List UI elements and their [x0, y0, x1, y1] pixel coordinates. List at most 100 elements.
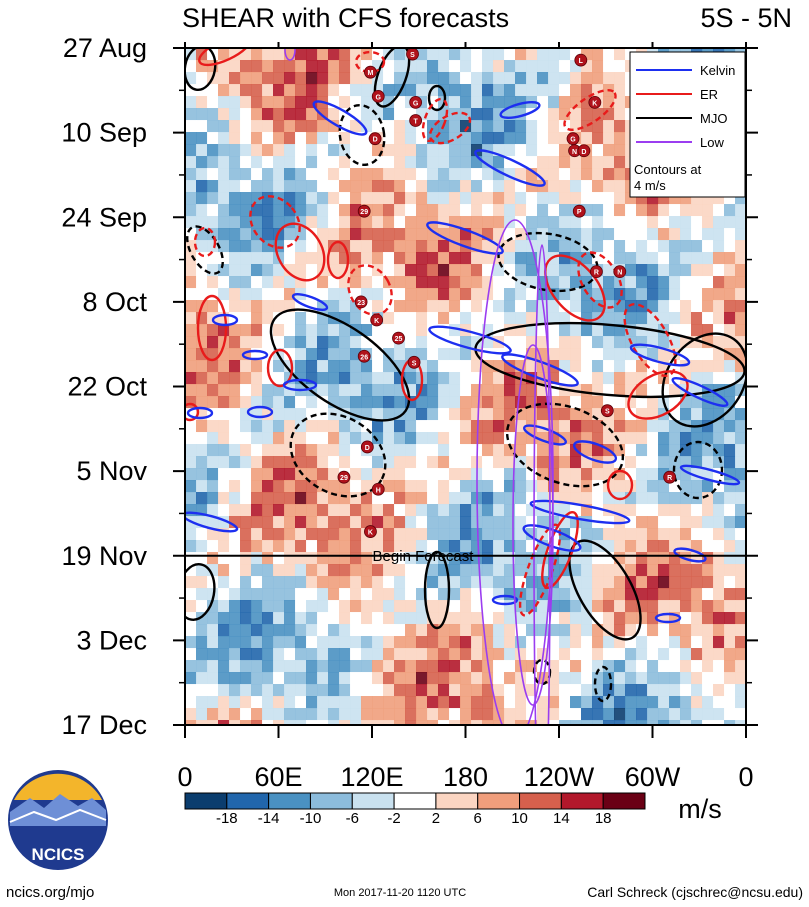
shear-cell — [295, 528, 307, 541]
shear-cell — [207, 552, 219, 565]
shear-cell — [394, 228, 406, 241]
x-tick-label: 60E — [254, 762, 302, 792]
shear-cell — [196, 384, 208, 397]
shear-cell — [559, 324, 571, 337]
shear-cell — [581, 120, 593, 133]
shear-cell — [713, 696, 725, 709]
shear-cell — [295, 420, 307, 433]
shear-cell — [691, 540, 703, 553]
shear-cell — [691, 252, 703, 265]
shear-cell — [372, 192, 384, 205]
shear-cell — [284, 288, 296, 301]
shear-cell — [460, 336, 472, 349]
shear-cell — [416, 300, 428, 313]
shear-cell — [592, 648, 604, 661]
contour-kelvin — [312, 100, 368, 136]
shear-cell — [416, 180, 428, 193]
shear-cell — [438, 432, 450, 445]
shear-cell — [306, 564, 318, 577]
shear-cell — [647, 252, 659, 265]
shear-cell — [713, 192, 725, 205]
shear-cell — [691, 588, 703, 601]
shear-cell — [460, 180, 472, 193]
shear-cell — [614, 624, 626, 637]
shear-cell — [702, 312, 714, 325]
shear-cell — [614, 168, 626, 181]
shear-cell — [262, 480, 274, 493]
shear-cell — [350, 612, 362, 625]
shear-cell — [339, 156, 351, 169]
shear-cell — [647, 636, 659, 649]
shear-cell — [449, 708, 461, 721]
storm-marker-label: M — [368, 70, 374, 77]
shear-cell — [482, 396, 494, 409]
shear-cell — [218, 324, 230, 337]
shear-cell — [262, 516, 274, 529]
shear-cell — [207, 612, 219, 625]
shear-cell — [735, 444, 746, 457]
shear-cell — [339, 72, 351, 85]
shear-cell — [548, 552, 560, 565]
shear-cell — [339, 336, 351, 349]
shear-cell — [636, 324, 648, 337]
shear-cell — [394, 204, 406, 217]
shear-cell — [361, 84, 373, 97]
shear-cell — [218, 432, 230, 445]
shear-cell — [460, 708, 472, 721]
shear-cell — [251, 648, 263, 661]
shear-cell — [614, 252, 626, 265]
shear-cell — [471, 180, 483, 193]
shear-cell — [218, 600, 230, 613]
shear-cell — [603, 288, 615, 301]
shear-cell — [295, 576, 307, 589]
shear-cell — [493, 180, 505, 193]
shear-cell — [284, 312, 296, 325]
shear-cell — [273, 420, 285, 433]
shear-cell — [361, 600, 373, 613]
contour-kelvin — [673, 547, 707, 563]
shear-cell — [240, 372, 252, 385]
shear-cell — [196, 420, 208, 433]
shear-cell — [383, 588, 395, 601]
shear-cell — [328, 264, 340, 277]
shear-cell — [581, 384, 593, 397]
shear-cell — [240, 180, 252, 193]
shear-cell — [713, 480, 725, 493]
shear-cell — [504, 624, 516, 637]
shear-cell — [229, 408, 241, 421]
shear-cell — [306, 252, 318, 265]
shear-cell — [328, 348, 340, 361]
storm-marker-label: T — [413, 119, 418, 126]
shear-cell — [262, 384, 274, 397]
shear-cell — [240, 72, 252, 85]
shear-cell — [240, 492, 252, 505]
shear-cell — [339, 120, 351, 133]
shear-cell — [383, 672, 395, 685]
shear-cell — [691, 444, 703, 457]
shear-cell — [647, 684, 659, 697]
shear-cell — [273, 492, 285, 505]
contour-low — [512, 344, 554, 706]
shear-cell — [724, 276, 736, 289]
shear-cell — [603, 108, 615, 121]
shear-cell — [350, 336, 362, 349]
shear-cell — [658, 600, 670, 613]
shear-cell — [581, 444, 593, 457]
contour-er — [623, 303, 677, 377]
shear-cell — [691, 564, 703, 577]
shear-cell — [361, 120, 373, 133]
shear-cell — [482, 504, 494, 517]
shear-cell — [526, 588, 538, 601]
shear-cell — [372, 612, 384, 625]
shear-cell — [394, 540, 406, 553]
shear-cell — [262, 420, 274, 433]
shear-cell — [658, 432, 670, 445]
shear-cell — [416, 552, 428, 565]
shear-cell — [592, 336, 604, 349]
shear-cell — [317, 216, 329, 229]
shear-cell — [449, 372, 461, 385]
shear-cell — [526, 624, 538, 637]
shear-cell — [592, 528, 604, 541]
shear-cell — [559, 372, 571, 385]
shear-cell — [658, 264, 670, 277]
